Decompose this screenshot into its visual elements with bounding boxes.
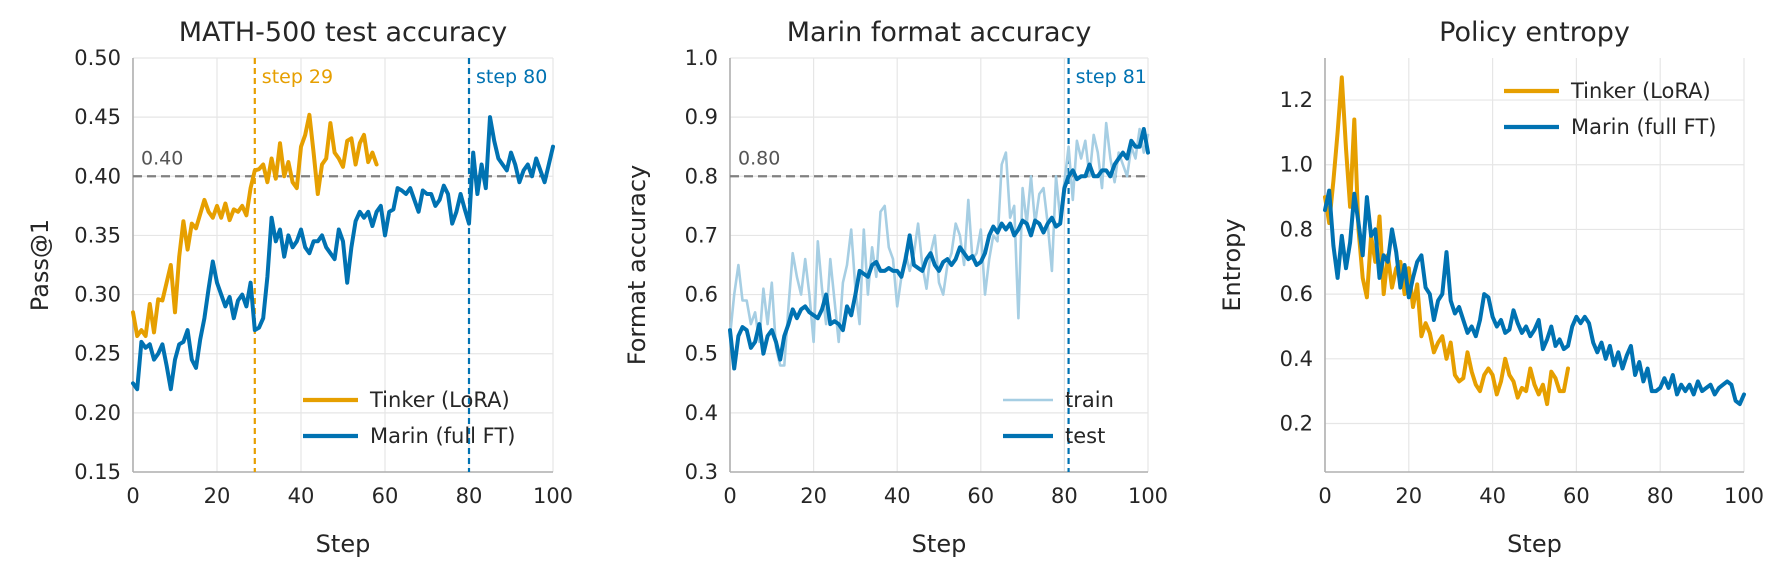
x-tick-label: 100	[1128, 484, 1168, 508]
x-tick-label: 0	[126, 484, 139, 508]
x-tick-label: 0	[723, 484, 736, 508]
legend-label: Tinker (LoRA)	[369, 388, 510, 412]
y-tick-label: 0.2	[1280, 411, 1313, 435]
y-tick-label: 0.35	[74, 223, 121, 247]
chart-3: 0 20 40 60 80 100 0.2 0.4 0.6 0.8 1.0 1.2 Policy ent…	[1218, 17, 1764, 558]
y-tick-label: 0.20	[74, 401, 121, 425]
y-tick-label: 1.2	[1280, 88, 1313, 112]
y-tick-label: 1.0	[1280, 153, 1313, 177]
y-tick-label: 0.25	[74, 342, 121, 366]
legend-label: train	[1065, 388, 1114, 412]
legend: Tinker (LoRA) Marin (full FT)	[303, 388, 515, 448]
x-tick-label: 80	[1647, 484, 1674, 508]
legend: train test	[1003, 388, 1114, 448]
x-tick-label: 80	[1051, 484, 1078, 508]
series-line-2	[728, 127, 1150, 371]
x-axis-label: Step	[1507, 530, 1562, 558]
legend-label: Tinker (LoRA)	[1570, 79, 1711, 103]
x-tick-label: 20	[800, 484, 827, 508]
y-axis-label: Entropy	[1218, 218, 1246, 311]
x-tick-label: 100	[533, 484, 573, 508]
series-line-1	[131, 112, 379, 338]
chart-title: Marin format accuracy	[787, 17, 1092, 48]
y-tick-label: 0.4	[1280, 347, 1313, 371]
y-tick-label: 0.40	[74, 164, 121, 188]
series-line-1	[1323, 75, 1570, 407]
x-axis-label: Step	[316, 530, 371, 558]
x-tick-label: 0	[1318, 484, 1331, 508]
x-tick-label: 100	[1724, 484, 1764, 508]
series-line-2	[1323, 188, 1746, 407]
series-line-2	[131, 115, 555, 392]
y-tick-label: 0.30	[74, 283, 121, 307]
x-axis-label: Step	[912, 530, 967, 558]
y-tick-label: 0.50	[74, 46, 121, 70]
x-tick-label: 40	[884, 484, 911, 508]
y-tick-label: 0.3	[685, 460, 718, 484]
reference-hline-label: 0.80	[738, 147, 780, 169]
y-axis-label: Format accuracy	[623, 165, 651, 365]
y-tick-label: 0.6	[1280, 282, 1313, 306]
x-tick-label: 60	[372, 484, 399, 508]
legend: Tinker (LoRA) Marin (full FT)	[1504, 79, 1716, 139]
y-axis-label: Pass@1	[26, 219, 54, 311]
y-tick-label: 0.8	[685, 164, 718, 188]
x-tick-label: 60	[1563, 484, 1590, 508]
reference-vline-label: step 81	[1076, 66, 1147, 88]
y-tick-label: 0.15	[74, 460, 121, 484]
x-tick-label: 60	[967, 484, 994, 508]
y-tick-label: 0.5	[685, 342, 718, 366]
x-tick-label: 20	[204, 484, 231, 508]
y-tick-label: 0.8	[1280, 217, 1313, 241]
x-tick-label: 40	[288, 484, 315, 508]
reference-vline-label: step 80	[476, 66, 547, 88]
x-tick-label: 80	[456, 484, 483, 508]
x-tick-label: 40	[1479, 484, 1506, 508]
y-tick-label: 1.0	[685, 46, 718, 70]
legend-label: Marin (full FT)	[1571, 115, 1716, 139]
y-tick-label: 0.6	[685, 283, 718, 307]
chart-1: 0 20 40 60 80 100 0.15 0.20 0.25 0.30 0.35 0.40 0.45…	[26, 17, 573, 558]
y-tick-label: 0.4	[685, 401, 718, 425]
chart-title: Policy entropy	[1439, 17, 1630, 48]
y-tick-label: 0.45	[74, 105, 121, 129]
series-line-1	[728, 121, 1150, 367]
y-tick-label: 0.9	[685, 105, 718, 129]
x-tick-label: 20	[1395, 484, 1422, 508]
reference-hline-label: 0.40	[141, 147, 183, 169]
reference-vline-label: step 29	[262, 66, 333, 88]
y-tick-label: 0.7	[685, 223, 718, 247]
chart-2: 0 20 40 60 80 100 0.3 0.4 0.5 0.6 0.7 0.8 0.9 1.0 Mari…	[623, 17, 1168, 558]
chart-title: MATH-500 test accuracy	[179, 17, 508, 48]
legend-label: Marin (full FT)	[370, 424, 515, 448]
legend-label: test	[1065, 424, 1105, 448]
